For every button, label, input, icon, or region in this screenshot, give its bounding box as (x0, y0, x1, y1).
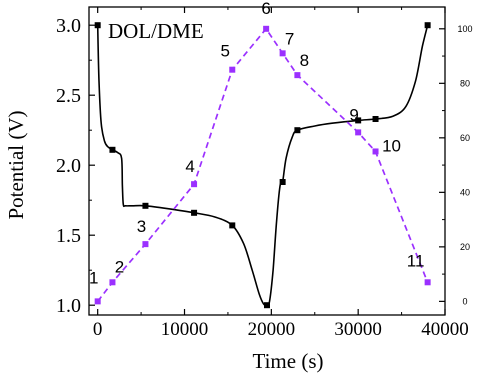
y-tick-label: 2.5 (56, 85, 81, 107)
voltage-marker (294, 127, 301, 134)
voltage-marker (279, 179, 286, 185)
x-axis-label: Time (s) (253, 349, 324, 373)
point-number-label: 7 (285, 29, 294, 48)
voltage-marker (424, 22, 431, 29)
point-number-label: 3 (137, 217, 146, 236)
voltage-curve (96, 25, 429, 307)
percent-marker (424, 279, 431, 286)
percent-marker (94, 298, 101, 305)
point-number-label: 1 (89, 268, 98, 287)
voltage-marker (372, 116, 379, 122)
point-number-label: 11 (407, 251, 425, 270)
x-tick-label: 0 (93, 319, 103, 340)
y-tick-label: 3.0 (56, 15, 81, 37)
point-number-label: 5 (221, 42, 230, 61)
percent-marker (109, 279, 116, 286)
y-tick-label: 2.0 (56, 155, 81, 177)
voltage-marker (264, 302, 270, 309)
point-number-label: 10 (382, 136, 401, 155)
series-voltage (94, 22, 431, 309)
chart-title: DOL/DME (108, 19, 204, 43)
percent-marker (263, 25, 270, 32)
percent-marker (279, 50, 286, 57)
voltage-marker (142, 202, 149, 209)
percent-marker (294, 72, 301, 79)
percent-marker (142, 241, 149, 248)
point-number-label: 4 (185, 157, 194, 176)
percent-marker (372, 148, 379, 155)
axis-ticks: 0 10000 20000 30000 40000 1.0 1.5 2.0 2.5 3.0 0 20 4… (56, 7, 473, 340)
y-tick-label: 1.0 (56, 295, 81, 317)
voltage-marker (229, 222, 236, 229)
x-tick-label: 30000 (334, 319, 382, 340)
percent-line (97, 27, 429, 302)
voltage-marker (355, 117, 362, 124)
percent-marker (229, 66, 236, 73)
percent-marker (191, 181, 198, 188)
point-number-label: 9 (349, 105, 358, 124)
y2-tick-label: 60 (460, 133, 470, 143)
y2-tick-label: 0 (462, 296, 467, 306)
x-tick-label: 10000 (161, 319, 209, 340)
y-axis-label: Potential (V) (4, 110, 28, 219)
y2-tick-label: 40 (460, 187, 470, 197)
point-labels: 12 3 4 5 678 9 10 11 (89, 0, 425, 287)
y-tick-label: 1.5 (56, 225, 81, 247)
x-tick-label: 20000 (248, 319, 296, 340)
percent-marker (355, 129, 362, 136)
plot-frame (88, 6, 446, 316)
voltage-marker (109, 146, 116, 153)
x-tick-label: 40000 (421, 319, 469, 340)
y2-tick-label: 100 (457, 24, 472, 34)
series-percent (94, 25, 431, 305)
y2-tick-label: 80 (460, 78, 470, 88)
point-number-label: 6 (261, 0, 270, 18)
point-number-label: 2 (115, 257, 124, 276)
point-number-label: 8 (300, 51, 309, 70)
voltage-marker (191, 209, 198, 216)
y2-tick-label: 20 (460, 242, 470, 252)
voltage-marker (94, 22, 101, 29)
